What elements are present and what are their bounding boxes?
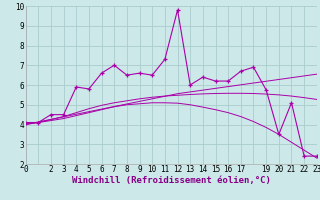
X-axis label: Windchill (Refroidissement éolien,°C): Windchill (Refroidissement éolien,°C) — [72, 176, 271, 185]
